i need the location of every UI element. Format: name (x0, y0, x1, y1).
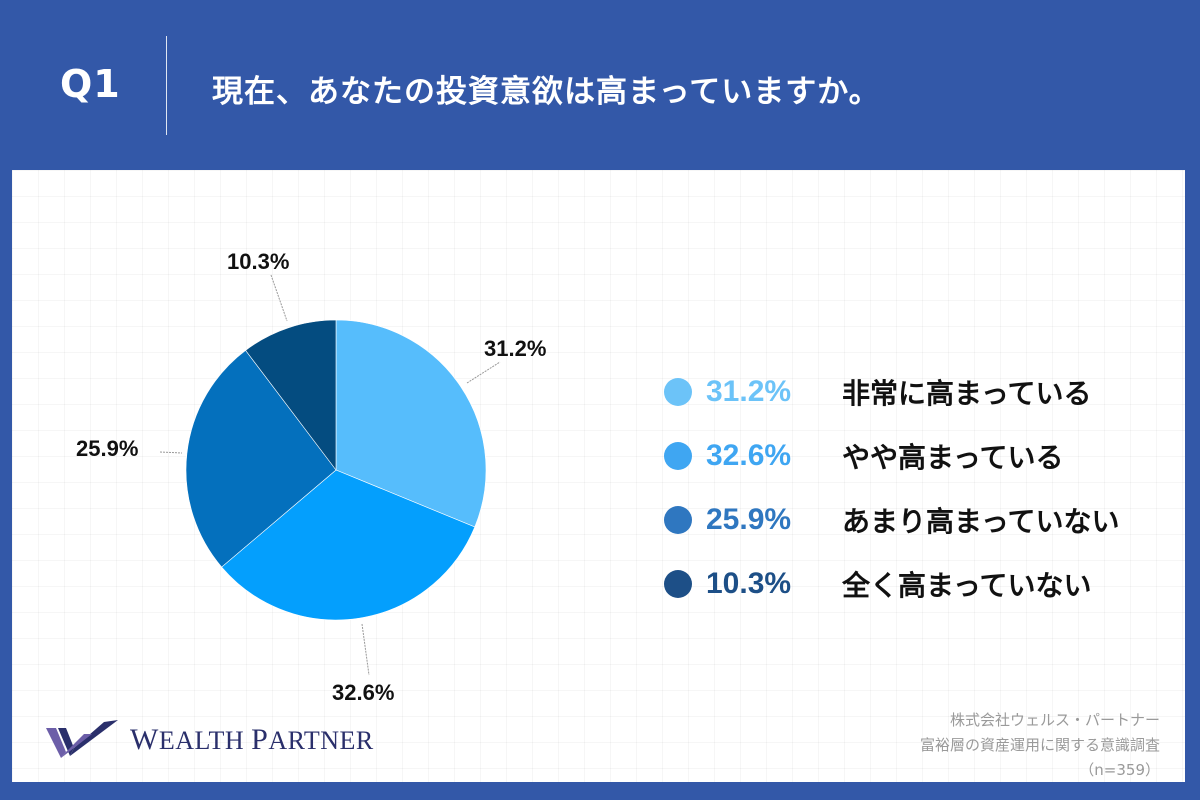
legend-percent: 31.2% (706, 375, 792, 408)
question-title: 現在、あなたの投資意欲は高まっていますか。 (212, 74, 881, 110)
legend-item: 10.3% 全く高まっていない (664, 552, 1119, 616)
pie-slice-not-very-high (185, 349, 337, 568)
source-survey: 富裕層の資産運用に関する意識調査 (919, 736, 1160, 754)
source-sample-size: （n=359） (1079, 761, 1160, 779)
legend: 31.2% 非常に高まっている 32.6% やや高まっている 25.9% あまり… (664, 360, 1119, 616)
header-divider (166, 36, 167, 135)
legend-dot-icon (664, 506, 692, 534)
pie-label-somewhat-high: 32.6% (332, 680, 395, 705)
leader-line-s3 (270, 274, 288, 322)
legend-item: 32.6% やや高まっている (664, 424, 1119, 488)
legend-dot-icon (664, 442, 692, 470)
question-number: Q1 (60, 62, 121, 106)
legend-label: 非常に高まっている (842, 377, 1092, 410)
pie-label-very-high: 31.2% (484, 336, 547, 361)
legend-item: 31.2% 非常に高まっている (664, 360, 1119, 424)
w-logo-icon (46, 720, 118, 758)
legend-label: やや高まっている (842, 441, 1064, 474)
legend-label: あまり高まっていない (842, 505, 1120, 538)
leader-lines (159, 274, 501, 676)
source-company: 株式会社ウェルス・パートナー (949, 711, 1160, 729)
pie-label-not-at-all: 10.3% (227, 249, 290, 274)
legend-percent: 25.9% (706, 503, 792, 536)
legend-percent: 10.3% (706, 567, 792, 600)
pie-label-not-very-high: 25.9% (76, 436, 139, 461)
legend-percent: 32.6% (706, 439, 792, 472)
leader-line-s1 (361, 623, 370, 676)
legend-dot-icon (664, 378, 692, 406)
source-note: 株式会社ウェルス・パートナー 富裕層の資産運用に関する意識調査 （n=359） (920, 708, 1160, 783)
pie-slice-somewhat-high (221, 469, 476, 621)
wealth-partner-logo: WEALTH PARTNER (44, 718, 374, 762)
logo-wordmark: WEALTH PARTNER (130, 723, 374, 756)
legend-dot-icon (664, 570, 692, 598)
leader-line-s2 (159, 451, 183, 454)
pie-slice-very-high (335, 319, 487, 528)
header: Q1 現在、あなたの投資意欲は高まっていますか。 (0, 0, 1200, 170)
legend-label: 全く高まっていない (842, 569, 1092, 602)
leader-line-s0 (466, 361, 501, 384)
pie-slice-not-at-all (245, 319, 337, 471)
legend-item: 25.9% あまり高まっていない (664, 488, 1119, 552)
